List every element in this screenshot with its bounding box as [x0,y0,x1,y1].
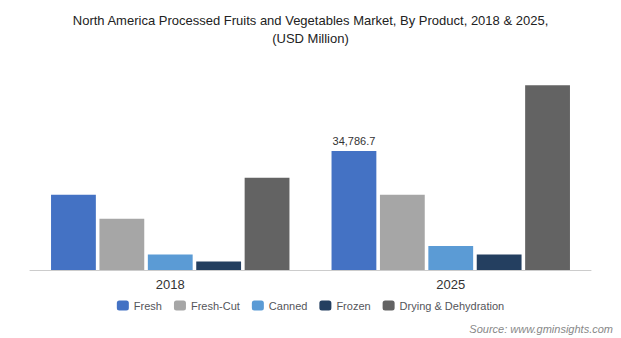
svg-text:(USD Million): (USD Million) [272,31,349,46]
svg-text:North America Processed Fruits: North America Processed Fruits and Veget… [73,13,548,28]
svg-text:Fresh: Fresh [134,300,162,312]
svg-text:Source: www.gminsights.com: Source: www.gminsights.com [469,323,613,335]
svg-text:2018: 2018 [156,277,185,292]
svg-text:34,786.7: 34,786.7 [333,135,376,147]
svg-text:2025: 2025 [436,277,465,292]
svg-text:Frozen: Frozen [336,300,370,312]
svg-text:Drying & Dehydration: Drying & Dehydration [400,300,505,312]
svg-text:Canned: Canned [269,300,308,312]
svg-text:Fresh-Cut: Fresh-Cut [191,300,240,312]
